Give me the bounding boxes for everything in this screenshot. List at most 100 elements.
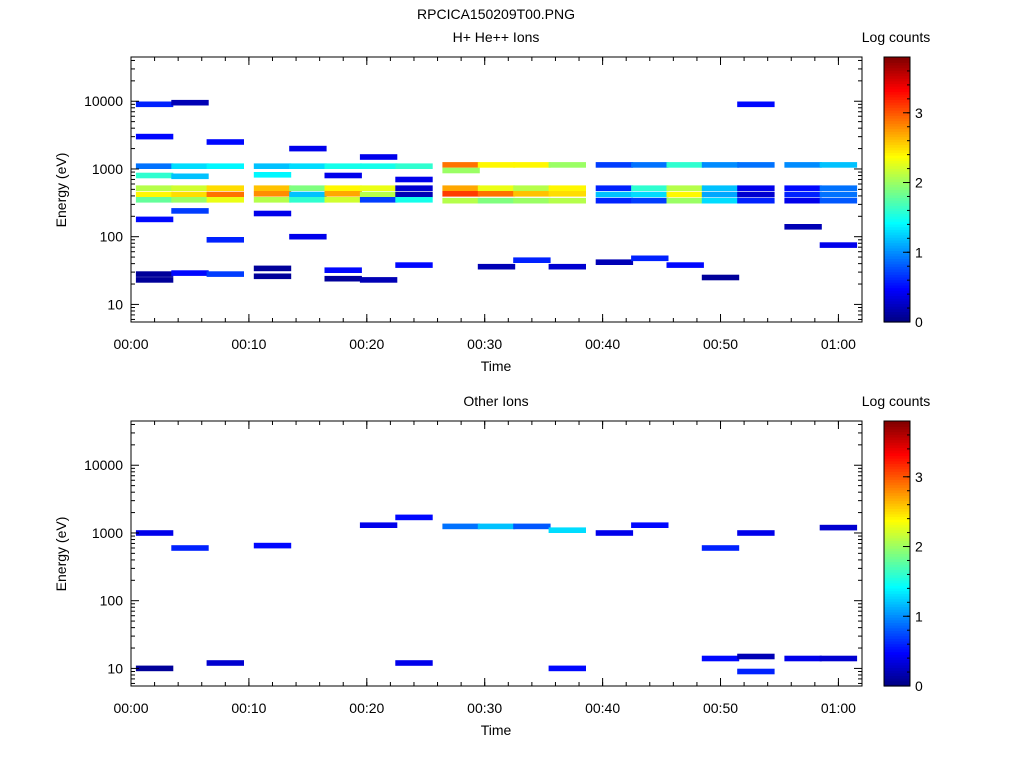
- colorbar-band: [884, 614, 910, 618]
- heatmap-cell: [548, 162, 586, 168]
- heatmap-cell: [206, 191, 244, 198]
- heatmap-cell: [171, 545, 209, 551]
- colorbar-band: [884, 553, 910, 557]
- colorbar-band: [884, 447, 910, 451]
- heatmap-cell: [253, 542, 292, 549]
- colorbar-band: [884, 136, 910, 140]
- colorbar-band: [884, 426, 910, 430]
- colorbar-band: [884, 566, 910, 570]
- heatmap-cell: [135, 530, 174, 536]
- colorbar-band: [884, 654, 910, 658]
- heatmap-cell: [477, 185, 516, 191]
- heatmap-cell: [289, 197, 327, 203]
- colorbar-band: [884, 659, 910, 663]
- colorbar-band: [884, 306, 910, 310]
- heatmap-cell: [548, 197, 586, 204]
- heatmap-cell: [171, 163, 209, 169]
- colorbar-band: [884, 662, 910, 666]
- colorbar-band: [884, 508, 910, 512]
- heatmap-cell: [513, 523, 551, 530]
- colorbar-band: [884, 492, 910, 496]
- heatmap-cell: [289, 185, 327, 191]
- y-tick-label: 10: [107, 660, 123, 676]
- heatmap-cell: [253, 210, 292, 217]
- colorbar-band: [884, 587, 910, 592]
- heatmap-cell: [784, 655, 822, 662]
- heatmap-cell: [737, 668, 775, 675]
- colorbar-band: [884, 202, 910, 206]
- colorbar-band: [884, 503, 910, 507]
- heatmap-cell: [548, 527, 586, 533]
- heatmap-cell: [737, 185, 775, 191]
- colorbar-band: [884, 149, 910, 153]
- colorbar-tick-label: 1: [915, 608, 923, 624]
- colorbar-band: [884, 282, 910, 286]
- x-tick-label: 00:00: [113, 336, 148, 352]
- x-tick-label: 00:20: [349, 700, 384, 716]
- colorbar-band: [884, 128, 910, 132]
- colorbar-band: [884, 667, 910, 671]
- colorbar-band: [884, 144, 910, 148]
- heatmap-cell: [395, 185, 433, 191]
- heatmap-cell: [701, 191, 740, 198]
- colorbar-band: [884, 170, 910, 175]
- heatmap-cell: [784, 185, 822, 191]
- bottom-panel-title: Other Ions: [463, 393, 528, 409]
- colorbar-band: [884, 529, 910, 533]
- colorbar-band: [884, 572, 910, 576]
- heatmap-cell: [819, 197, 858, 204]
- colorbar-band: [884, 91, 910, 95]
- colorbar-band: [884, 574, 910, 578]
- colorbar-band: [884, 611, 910, 616]
- colorbar-band: [884, 524, 910, 528]
- heatmap-cell: [289, 191, 327, 198]
- colorbar-band: [884, 239, 910, 244]
- heatmap-cell: [206, 185, 244, 191]
- heatmap-cell: [737, 101, 775, 108]
- heatmap-cell: [171, 270, 209, 276]
- heatmap-cell: [595, 259, 634, 265]
- heatmap-cell: [135, 197, 174, 203]
- heatmap-cell: [324, 185, 362, 191]
- top-panel-colorbar-label: Log counts: [862, 29, 931, 45]
- colorbar-band: [884, 123, 910, 127]
- colorbar-band: [884, 423, 910, 427]
- heatmap-cell: [395, 163, 433, 169]
- colorbar-band: [884, 229, 910, 233]
- heatmap-cell: [171, 99, 209, 106]
- colorbar-band: [884, 505, 910, 510]
- y-tick-label: 10000: [84, 457, 123, 473]
- colorbar-band: [884, 221, 910, 225]
- colorbar-band: [884, 62, 910, 66]
- x-tick-label: 00:00: [113, 700, 148, 716]
- heatmap-cell: [701, 197, 740, 204]
- colorbar-band: [884, 635, 910, 639]
- colorbar-band: [884, 67, 910, 71]
- colorbar-band: [884, 120, 910, 124]
- colorbar-band: [884, 284, 910, 289]
- heatmap-cell: [442, 167, 480, 174]
- heatmap-cell: [701, 655, 740, 662]
- heatmap-cell: [395, 176, 433, 183]
- heatmap-cell: [135, 172, 174, 179]
- colorbar-band: [884, 471, 910, 475]
- colorbar-band: [884, 484, 910, 488]
- colorbar-band: [884, 495, 910, 499]
- heatmap-cell: [253, 265, 292, 272]
- heatmap-cell: [253, 191, 292, 197]
- colorbar-frame: [883, 420, 911, 687]
- colorbar-band: [884, 197, 910, 201]
- colorbar-band: [884, 497, 910, 502]
- colorbar-band: [884, 194, 910, 199]
- colorbar-band: [884, 593, 910, 597]
- y-tick-label: 10000: [84, 93, 123, 109]
- x-tick-label: 01:00: [821, 700, 856, 716]
- colorbar-band: [884, 104, 910, 108]
- colorbar-band: [884, 603, 910, 608]
- bottom-panel-colorbar: 0 1 2 3: [883, 420, 923, 694]
- bottom-panel-plot-frame: [130, 420, 863, 687]
- colorbar-band: [884, 651, 910, 655]
- heatmap-cell: [666, 162, 704, 168]
- heatmap-cell: [206, 197, 244, 203]
